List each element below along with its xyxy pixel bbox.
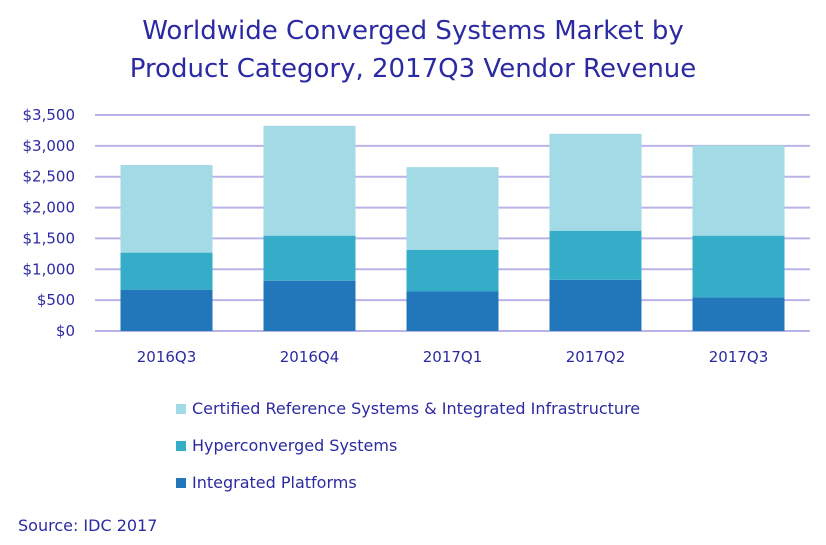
x-tick-label: 2016Q4 (280, 348, 340, 366)
legend: Certified Reference Systems & Integrated… (176, 390, 640, 501)
bar-segment (549, 279, 642, 331)
bar-segment (120, 252, 213, 290)
y-tick-label: $500 (37, 291, 75, 309)
bar-segment (120, 164, 213, 253)
legend-item-certified: Certified Reference Systems & Integrated… (176, 390, 640, 427)
legend-label: Certified Reference Systems & Integrated… (192, 399, 641, 418)
x-tick-label: 2016Q3 (137, 348, 197, 366)
x-tick-label: 2017Q3 (709, 348, 769, 366)
bar-segment (692, 297, 785, 331)
bar-segment (406, 167, 499, 250)
bar-segment (263, 125, 356, 236)
legend-item-integrated: Integrated Platforms (176, 464, 640, 501)
bar-segment (263, 235, 356, 281)
chart-plot: $0 $500 $1,000 $1,500 $2,000 $2,500 $3,000 $3,5… (23, 106, 810, 366)
y-tick-label: $2,000 (23, 199, 76, 217)
bar-segment (406, 291, 499, 331)
y-tick-label: $1,500 (23, 229, 76, 247)
legend-label: Hyperconverged Systems (192, 436, 398, 455)
legend-item-hyperconverged: Hyperconverged Systems (176, 427, 640, 464)
bar-segment (120, 289, 213, 331)
bar-segment (406, 249, 499, 292)
chart-title-line-1: Worldwide Converged Systems Market by (142, 16, 684, 46)
x-tick-label: 2017Q1 (423, 348, 483, 366)
bar-segment (692, 145, 785, 236)
legend-label: Integrated Platforms (192, 473, 357, 492)
y-tick-label: $3,000 (23, 137, 76, 155)
y-tick-label: $0 (56, 322, 75, 340)
bar-segment (549, 133, 642, 231)
bar-segment (549, 230, 642, 280)
legend-swatch (176, 440, 186, 451)
y-tick-label: $2,500 (23, 168, 76, 186)
chart-title-line-2: Product Category, 2017Q3 Vendor Revenue (129, 54, 697, 84)
legend-swatch (176, 403, 186, 414)
x-tick-label: 2017Q2 (566, 348, 626, 366)
source-note: Source: IDC 2017 (18, 516, 158, 535)
chart-title: Worldwide Converged Systems Market by Pr… (0, 12, 826, 88)
y-tick-label: $3,500 (23, 106, 76, 124)
y-tick-label: $1,000 (23, 260, 76, 278)
bar-segment (263, 280, 356, 331)
legend-swatch (176, 477, 186, 488)
bar-segment (692, 235, 785, 298)
